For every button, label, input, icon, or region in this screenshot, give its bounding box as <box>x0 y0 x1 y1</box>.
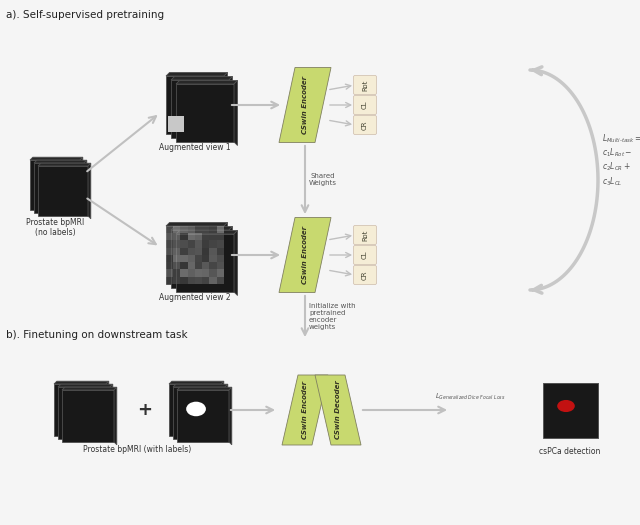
Text: $L_{Generalized\ Dice\ Focal\ Loss}$: $L_{Generalized\ Dice\ Focal\ Loss}$ <box>435 392 506 402</box>
Bar <box>171 80 229 138</box>
Ellipse shape <box>557 400 575 412</box>
Bar <box>166 226 224 284</box>
Polygon shape <box>224 223 227 288</box>
Bar <box>171 230 229 288</box>
FancyBboxPatch shape <box>353 266 376 285</box>
FancyBboxPatch shape <box>353 246 376 265</box>
Polygon shape <box>54 381 109 384</box>
Text: CR: CR <box>362 270 368 280</box>
Text: csPCa detection: csPCa detection <box>540 447 601 456</box>
Polygon shape <box>279 217 331 292</box>
Bar <box>54 384 106 436</box>
Polygon shape <box>234 230 237 296</box>
Polygon shape <box>282 375 328 445</box>
Polygon shape <box>88 163 91 219</box>
Polygon shape <box>221 381 224 439</box>
FancyBboxPatch shape <box>353 96 376 114</box>
Polygon shape <box>173 384 228 387</box>
Text: Initialize with
pretrained
encoder
weights: Initialize with pretrained encoder weigh… <box>309 303 356 330</box>
Polygon shape <box>114 387 116 445</box>
FancyBboxPatch shape <box>353 116 376 134</box>
Text: $L_{Multi\text{-}task}=$
$c_1 L_{Rot}-$
$c_2 L_{CR}+$
$c_3 L_{CL}$: $L_{Multi\text{-}task}=$ $c_1 L_{Rot}-$ … <box>602 132 640 188</box>
Bar <box>543 383 598 437</box>
Text: Rot: Rot <box>362 79 368 91</box>
Text: Rot: Rot <box>362 229 368 240</box>
Polygon shape <box>234 80 237 145</box>
Ellipse shape <box>186 402 206 416</box>
Text: CSwin Encoder: CSwin Encoder <box>302 76 308 134</box>
Text: CL: CL <box>362 101 368 109</box>
Text: CSwin Encoder: CSwin Encoder <box>302 226 308 284</box>
Text: a). Self-supervised pretraining: a). Self-supervised pretraining <box>6 10 164 20</box>
Polygon shape <box>38 163 91 166</box>
Bar <box>176 84 234 142</box>
Polygon shape <box>58 384 113 387</box>
Text: CSwin Decoder: CSwin Decoder <box>335 381 341 439</box>
Polygon shape <box>34 160 87 163</box>
Polygon shape <box>171 226 232 230</box>
Text: CSwin Encoder: CSwin Encoder <box>302 381 308 439</box>
Text: Prostate bpMRI
(no labels): Prostate bpMRI (no labels) <box>26 218 84 237</box>
Polygon shape <box>229 77 232 142</box>
FancyBboxPatch shape <box>353 76 376 94</box>
Polygon shape <box>30 157 83 160</box>
Text: Augmented view 2: Augmented view 2 <box>159 293 231 302</box>
Polygon shape <box>176 230 237 234</box>
Bar <box>166 76 224 134</box>
Polygon shape <box>225 384 228 442</box>
Polygon shape <box>62 387 116 390</box>
Bar <box>58 387 110 439</box>
Text: CR: CR <box>362 120 368 130</box>
Bar <box>38 166 88 216</box>
Text: Prostate bpMRI (with labels): Prostate bpMRI (with labels) <box>83 445 191 454</box>
Polygon shape <box>229 226 232 291</box>
Text: Augmented view 1: Augmented view 1 <box>159 143 231 152</box>
Bar <box>173 387 225 439</box>
FancyBboxPatch shape <box>353 226 376 245</box>
Polygon shape <box>84 160 87 216</box>
Bar <box>34 163 84 213</box>
Polygon shape <box>171 77 232 80</box>
Bar <box>168 116 184 132</box>
Bar <box>169 384 221 436</box>
Bar <box>62 390 114 442</box>
Polygon shape <box>166 223 227 226</box>
Bar <box>30 160 80 210</box>
Text: +: + <box>138 401 152 419</box>
Text: CL: CL <box>362 251 368 259</box>
Polygon shape <box>177 387 232 390</box>
Polygon shape <box>315 375 361 445</box>
Polygon shape <box>80 157 83 213</box>
Polygon shape <box>166 72 227 76</box>
Bar <box>177 390 229 442</box>
Bar <box>176 234 234 292</box>
Polygon shape <box>224 72 227 138</box>
Text: Shared
Weights: Shared Weights <box>309 173 337 186</box>
Polygon shape <box>229 387 232 445</box>
Polygon shape <box>110 384 113 442</box>
Text: b). Finetuning on downstream task: b). Finetuning on downstream task <box>6 330 188 340</box>
Polygon shape <box>176 80 237 84</box>
Polygon shape <box>279 68 331 142</box>
Polygon shape <box>106 381 109 439</box>
Polygon shape <box>169 381 224 384</box>
